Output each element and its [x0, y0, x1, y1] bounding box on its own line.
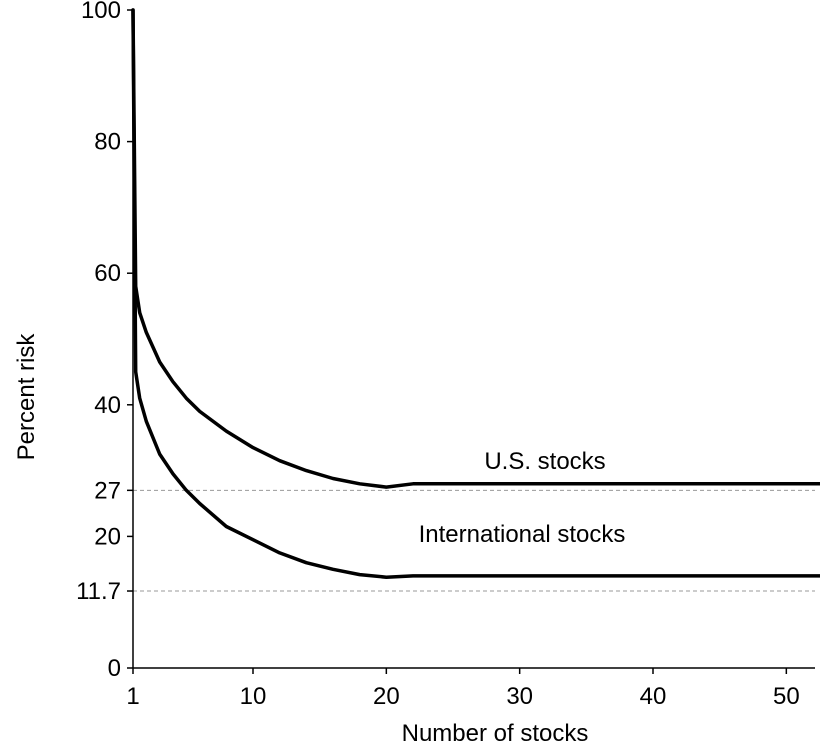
- series: [133, 10, 820, 577]
- y-tick-label: 11.7: [76, 578, 121, 605]
- us-stocks-label: U.S. stocks: [484, 448, 605, 475]
- x-axis-title: Number of stocks: [402, 720, 589, 747]
- international-stocks-label: International stocks: [419, 521, 626, 548]
- y-tick-label: 27: [94, 477, 121, 504]
- us-stocks-curve: [133, 10, 820, 487]
- x-tick-label: 1: [126, 683, 139, 710]
- y-tick-label: 20: [94, 523, 121, 550]
- y-tick-label: 40: [94, 392, 121, 419]
- x-tick-label: 20: [373, 683, 400, 710]
- x-tick-label: 10: [240, 683, 267, 710]
- y-tick-label: 0: [108, 655, 121, 682]
- y-tick-label: 80: [94, 129, 121, 156]
- y-axis-title: Percent risk: [13, 333, 40, 461]
- ticks: 0 11.7 20 27 40 60 80 100 1 10 20 30 40 50: [76, 0, 800, 710]
- y-tick-label: 100: [81, 0, 121, 24]
- x-tick-label: 40: [640, 683, 667, 710]
- x-tick-label: 50: [773, 683, 800, 710]
- axes: [133, 10, 815, 668]
- international-stocks-curve: [133, 10, 820, 577]
- x-tick-label: 30: [506, 683, 533, 710]
- y-tick-label: 60: [94, 260, 121, 287]
